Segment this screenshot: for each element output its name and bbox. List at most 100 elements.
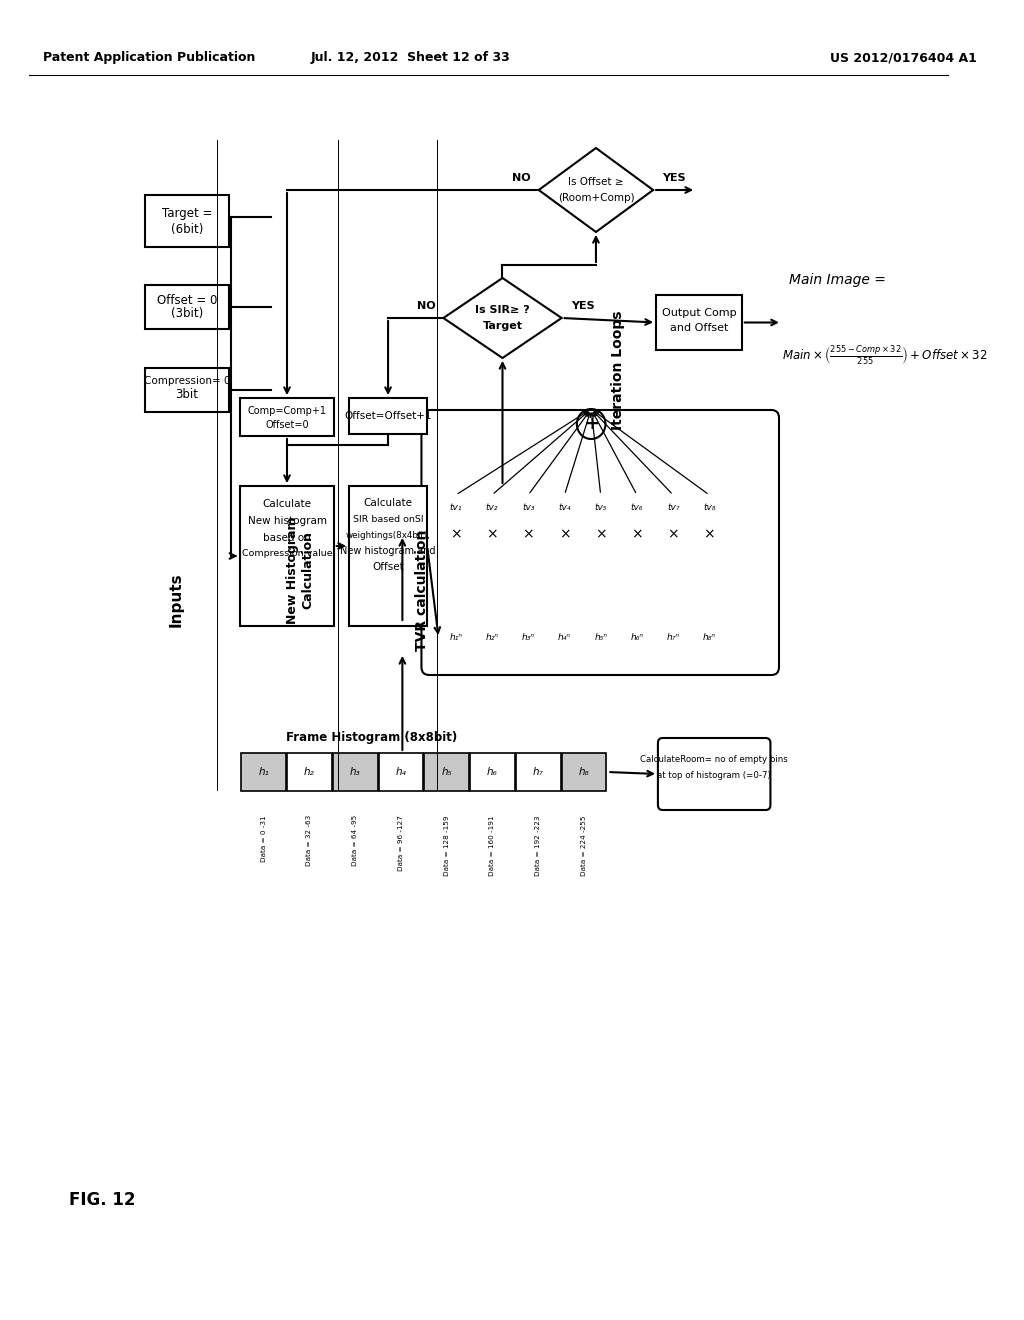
Text: h₅ⁿ: h₅ⁿ [594,634,607,643]
Bar [656,294,741,350]
Bar [692,495,727,521]
Bar [516,752,561,791]
Bar [145,195,228,247]
Text: tv₂: tv₂ [485,503,499,512]
Text: Compression value: Compression value [242,549,333,558]
Text: NO: NO [417,301,435,312]
Bar [349,399,427,434]
Text: at top of histogram (=0-7): at top of histogram (=0-7) [657,771,771,780]
Text: (Room+Comp): (Room+Comp) [558,193,634,203]
Text: 3bit: 3bit [175,388,199,401]
Text: Comp=Comp+1: Comp=Comp+1 [248,407,327,416]
Text: ×: × [631,527,643,541]
Text: Data = 192 -223: Data = 192 -223 [536,814,542,875]
Text: h₆: h₆ [487,767,498,777]
Bar [692,623,727,653]
Text: Data = 64 -95: Data = 64 -95 [352,814,358,866]
Text: New histogram: New histogram [248,516,327,525]
Text: +: + [584,414,599,433]
Text: New histogram and: New histogram and [340,546,436,556]
Text: US 2012/0176404 A1: US 2012/0176404 A1 [829,51,977,65]
Text: Iteration Loops: Iteration Loops [611,310,625,430]
Text: Inputs: Inputs [169,573,184,627]
FancyBboxPatch shape [657,738,770,810]
Text: weightings(8x4bit),: weightings(8x4bit), [346,531,430,540]
Text: Compression= 0: Compression= 0 [143,376,230,385]
Bar [438,495,473,521]
Text: h₄ⁿ: h₄ⁿ [558,634,571,643]
Text: Data = 0 -31: Data = 0 -31 [261,814,266,862]
Text: based on: based on [263,533,311,543]
Bar [242,752,286,791]
Text: SIR based onSI: SIR based onSI [352,515,423,524]
Text: h₈ⁿ: h₈ⁿ [702,634,716,643]
Text: tv₁: tv₁ [450,503,462,512]
Text: ×: × [668,527,679,541]
Text: $Main \times \left(\frac{255-Comp \times 32}{255}\right)+Offset \times 32$: $Main \times \left(\frac{255-Comp \times… [782,343,987,367]
Bar [511,495,546,521]
Text: Offset = 0: Offset = 0 [157,293,217,306]
Text: h₁: h₁ [258,767,269,777]
Text: h₂: h₂ [304,767,314,777]
Text: Data = 224 -255: Data = 224 -255 [581,814,587,875]
Bar [333,752,378,791]
Bar [511,623,546,653]
Text: Target =: Target = [162,206,212,219]
Bar [620,495,654,521]
Bar [547,623,582,653]
Text: Data = 160 -191: Data = 160 -191 [489,814,496,875]
Text: TVR calculation: TVR calculation [416,529,429,651]
Bar [438,623,473,653]
Bar [241,399,334,436]
Text: tv₄: tv₄ [558,503,570,512]
Text: CalculateRoom= no of empty bins: CalculateRoom= no of empty bins [640,755,788,764]
Text: YES: YES [663,173,686,183]
Text: Calculate: Calculate [262,499,311,510]
Bar [470,752,515,791]
Text: ×: × [450,527,462,541]
Bar [620,623,654,653]
Bar [656,495,690,521]
Text: h₈: h₈ [579,767,590,777]
Text: Patent Application Publication: Patent Application Publication [43,51,255,65]
Text: tv₈: tv₈ [703,503,716,512]
Text: h₁ⁿ: h₁ⁿ [450,634,462,643]
Bar [379,752,423,791]
Text: Main Image =: Main Image = [790,273,887,286]
Text: h₇: h₇ [532,767,544,777]
Bar [145,368,228,412]
Text: h₆ⁿ: h₆ⁿ [631,634,643,643]
Text: Frame Histogram (8x8bit): Frame Histogram (8x8bit) [287,731,458,744]
Polygon shape [539,148,653,232]
Text: ×: × [703,527,715,541]
Bar [145,285,228,329]
Text: New Histogram
Calculation: New Histogram Calculation [287,516,314,624]
Text: tv₅: tv₅ [595,503,607,512]
Text: tv₃: tv₃ [522,503,535,512]
Text: ×: × [595,527,606,541]
Text: Offset=Offset+1: Offset=Offset+1 [344,411,432,421]
Text: tv₇: tv₇ [667,503,679,512]
Bar [584,623,617,653]
Text: Offset: Offset [372,562,403,572]
Text: and Offset: and Offset [670,323,728,333]
Text: (3bit): (3bit) [171,308,203,321]
Text: Target: Target [482,321,522,331]
Text: Data = 128 -159: Data = 128 -159 [443,814,450,875]
Bar [561,752,606,791]
Polygon shape [443,279,561,358]
Text: NO: NO [512,173,530,183]
Text: h₂ⁿ: h₂ⁿ [485,634,499,643]
Text: ×: × [522,527,535,541]
Text: h₇ⁿ: h₇ⁿ [667,634,680,643]
Text: h₄: h₄ [395,767,407,777]
Text: Data = 32 -63: Data = 32 -63 [306,814,312,866]
Bar [349,486,427,626]
Bar [475,623,509,653]
Text: (6bit): (6bit) [171,223,203,235]
Text: YES: YES [570,301,594,312]
Text: Data = 96 -127: Data = 96 -127 [398,814,403,871]
Bar [547,495,582,521]
Bar [656,623,690,653]
Text: Is SIR≥ ?: Is SIR≥ ? [475,305,529,315]
